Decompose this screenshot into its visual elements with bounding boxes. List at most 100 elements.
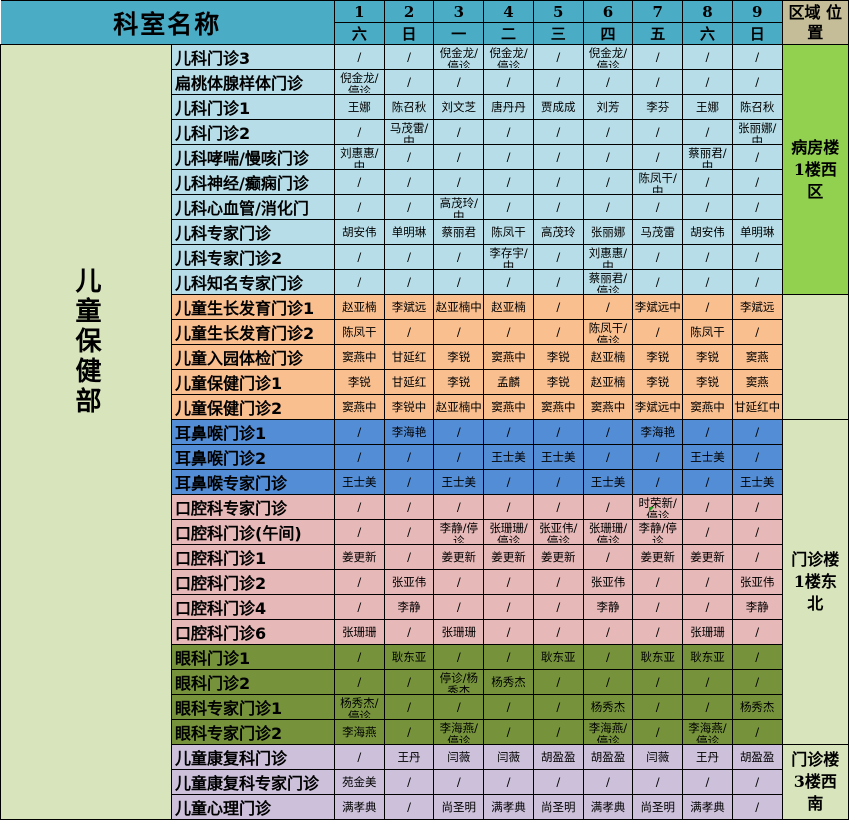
schedule-cell[interactable]: 李锐中	[383, 394, 435, 420]
schedule-cell[interactable]: /	[532, 494, 584, 520]
schedule-cell[interactable]: 甘延红	[383, 369, 435, 395]
schedule-cell[interactable]: 赵亚楠中	[433, 394, 485, 420]
schedule-cell[interactable]: 耿东亚	[532, 644, 584, 670]
schedule-cell[interactable]: /	[731, 669, 783, 695]
schedule-cell[interactable]: 杨秀杰	[483, 669, 534, 695]
schedule-cell[interactable]: 王士美	[682, 444, 733, 470]
schedule-cell[interactable]: /	[731, 144, 783, 170]
schedule-cell[interactable]: /	[731, 519, 783, 545]
schedule-cell[interactable]: 倪金龙/停诊	[333, 69, 385, 95]
schedule-cell[interactable]: /	[682, 294, 733, 320]
schedule-cell[interactable]: /	[682, 169, 733, 195]
schedule-cell[interactable]: /	[682, 594, 733, 620]
schedule-cell[interactable]: /	[632, 469, 684, 495]
schedule-cell[interactable]: /	[532, 144, 584, 170]
schedule-cell[interactable]: 苑金美	[333, 769, 385, 795]
schedule-cell[interactable]: 李锐	[433, 344, 485, 370]
schedule-cell[interactable]: 姜更新	[682, 544, 733, 570]
schedule-cell[interactable]: 陈凤干/中	[632, 169, 684, 195]
schedule-cell[interactable]: /	[682, 669, 733, 695]
schedule-cell[interactable]: /	[333, 644, 385, 670]
schedule-cell[interactable]: 张丽娜/中	[731, 119, 783, 145]
schedule-cell[interactable]: /	[682, 569, 733, 595]
schedule-cell[interactable]: /	[682, 519, 733, 545]
schedule-cell[interactable]: /	[731, 544, 783, 570]
schedule-cell[interactable]: 耿东亚	[383, 644, 435, 670]
schedule-cell[interactable]: 倪金龙/停诊	[582, 44, 634, 70]
schedule-cell[interactable]: /	[532, 669, 584, 695]
schedule-cell[interactable]: /	[433, 244, 485, 270]
schedule-cell[interactable]: 赵亚楠	[333, 294, 385, 320]
schedule-cell[interactable]: /	[483, 69, 534, 95]
schedule-cell[interactable]: /	[333, 669, 385, 695]
schedule-cell[interactable]: /	[333, 419, 385, 445]
schedule-cell[interactable]: 窦燕中	[532, 394, 584, 420]
schedule-cell[interactable]: /	[682, 494, 733, 520]
schedule-cell[interactable]: 李静	[731, 594, 783, 620]
schedule-cell[interactable]: 李海燕/停诊	[682, 719, 733, 745]
schedule-cell[interactable]: 倪金龙/停诊	[483, 44, 534, 70]
schedule-cell[interactable]: /	[582, 644, 634, 670]
schedule-cell[interactable]: /	[731, 419, 783, 445]
schedule-cell[interactable]: /	[532, 244, 584, 270]
schedule-cell[interactable]: 李海艳	[383, 419, 435, 445]
schedule-cell[interactable]: 胡安伟	[333, 219, 385, 245]
schedule-cell[interactable]: 李锐	[532, 369, 584, 395]
schedule-cell[interactable]: /	[731, 794, 783, 820]
schedule-cell[interactable]: 蔡丽君	[433, 219, 485, 245]
schedule-cell[interactable]: 闫薇	[632, 744, 684, 770]
schedule-cell[interactable]: /	[731, 69, 783, 95]
schedule-cell[interactable]: 李海燕	[333, 719, 385, 745]
schedule-cell[interactable]: 马茂雷/中	[383, 119, 435, 145]
schedule-cell[interactable]: 刘芳	[582, 94, 634, 120]
schedule-cell[interactable]: 贾成成	[532, 94, 584, 120]
schedule-cell[interactable]: /	[433, 269, 485, 295]
schedule-cell[interactable]: 赵亚楠	[582, 344, 634, 370]
schedule-cell[interactable]: 时荣新/停诊	[632, 494, 684, 520]
schedule-cell[interactable]: /	[433, 319, 485, 345]
schedule-cell[interactable]: /	[483, 269, 534, 295]
schedule-cell[interactable]: /	[682, 44, 733, 70]
schedule-cell[interactable]: 高茂玲/中	[433, 194, 485, 220]
schedule-cell[interactable]: /	[682, 419, 733, 445]
schedule-cell[interactable]: /	[582, 119, 634, 145]
schedule-cell[interactable]: /	[483, 319, 534, 345]
schedule-cell[interactable]: 蔡丽君/停诊	[582, 269, 634, 295]
schedule-cell[interactable]: 姜更新	[333, 544, 385, 570]
schedule-cell[interactable]: 胡盈盈	[582, 744, 634, 770]
schedule-cell[interactable]: 马茂雷	[632, 219, 684, 245]
schedule-cell[interactable]: 王士美	[731, 469, 783, 495]
schedule-cell[interactable]: 李芬	[632, 94, 684, 120]
schedule-cell[interactable]: 李锐	[532, 344, 584, 370]
schedule-cell[interactable]: 王丹	[682, 744, 733, 770]
schedule-cell[interactable]: /	[682, 469, 733, 495]
schedule-cell[interactable]: /	[532, 319, 584, 345]
schedule-cell[interactable]: 窦燕中	[483, 394, 534, 420]
schedule-cell[interactable]: /	[731, 44, 783, 70]
schedule-cell[interactable]: /	[333, 44, 385, 70]
schedule-cell[interactable]: 姜更新	[483, 544, 534, 570]
schedule-cell[interactable]: /	[433, 119, 485, 145]
schedule-cell[interactable]: /	[483, 644, 534, 670]
schedule-cell[interactable]: 陈凤干	[483, 219, 534, 245]
schedule-cell[interactable]: /	[532, 269, 584, 295]
schedule-cell[interactable]: /	[333, 119, 385, 145]
schedule-cell[interactable]: 窦燕中	[682, 394, 733, 420]
schedule-cell[interactable]: /	[682, 69, 733, 95]
schedule-cell[interactable]: /	[582, 144, 634, 170]
schedule-cell[interactable]: /	[582, 444, 634, 470]
schedule-cell[interactable]: 单明琳	[731, 219, 783, 245]
schedule-cell[interactable]: /	[333, 494, 385, 520]
schedule-cell[interactable]: 胡盈盈	[731, 744, 783, 770]
schedule-cell[interactable]: 刘文芝	[433, 94, 485, 120]
schedule-cell[interactable]: 满孝典	[582, 794, 634, 820]
schedule-cell[interactable]: 窦燕中	[483, 344, 534, 370]
schedule-cell[interactable]: 耿东亚	[632, 644, 684, 670]
schedule-cell[interactable]: /	[383, 44, 435, 70]
schedule-cell[interactable]: /	[532, 594, 584, 620]
schedule-cell[interactable]: 李锐	[682, 344, 733, 370]
schedule-cell[interactable]: /	[532, 44, 584, 70]
schedule-cell[interactable]: 张丽娜	[582, 219, 634, 245]
schedule-cell[interactable]: /	[582, 544, 634, 570]
schedule-cell[interactable]: /	[532, 294, 584, 320]
